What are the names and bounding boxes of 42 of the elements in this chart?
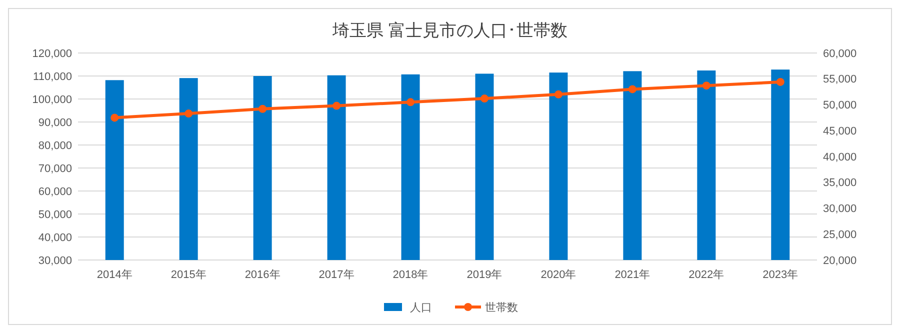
point	[776, 78, 784, 86]
y-tick-label: 50,000	[38, 208, 72, 221]
y-tick-label: 120,000	[32, 48, 72, 60]
x-tick-label: 2022年	[688, 269, 724, 281]
point	[480, 94, 488, 103]
y2-tick-label: 30,000	[823, 203, 857, 216]
y2-tick-label: 55,000	[823, 74, 857, 86]
y2-tick-label: 50,000	[823, 100, 857, 112]
legend-label: 人口	[410, 302, 432, 314]
y-tick-label: 30,000	[38, 254, 72, 267]
x-tick-label: 2015年	[170, 269, 206, 281]
y2-tick-label: 35,000	[823, 177, 857, 190]
x-tick-label: 2018年	[392, 269, 428, 281]
y-tick-label: 40,000	[38, 232, 72, 244]
y-tick-label: 100,000	[32, 94, 72, 106]
x-tick-label: 2016年	[244, 269, 280, 281]
point	[628, 85, 636, 94]
point	[702, 82, 710, 90]
y2-tick-label: 40,000	[823, 151, 857, 164]
x-tick-label: 2020年	[540, 269, 576, 281]
x-tick-label: 2021年	[614, 269, 650, 281]
point	[110, 114, 119, 122]
y2-tick-label: 45,000	[823, 125, 857, 138]
y-tick-label: 80,000	[38, 140, 72, 152]
y-tick-label: 70,000	[38, 162, 72, 175]
x-tick-label: 2017年	[318, 269, 354, 281]
y-tick-label: 90,000	[38, 116, 72, 129]
x-tick-label: 2019年	[466, 269, 502, 281]
point	[258, 104, 267, 113]
point	[406, 98, 415, 106]
y-tick-label: 60,000	[38, 186, 72, 198]
y2-tick-label: 60,000	[823, 48, 857, 60]
y2-tick-label: 20,000	[823, 254, 857, 267]
y2-tick-label: 25,000	[823, 228, 857, 241]
chart-title: 埼玉県 富士見市の人口･世帯数	[332, 21, 568, 40]
x-tick-label: 2014年	[96, 269, 132, 281]
point	[554, 90, 562, 98]
y-tick-label: 110,000	[33, 70, 72, 83]
point	[184, 110, 193, 118]
legend-label: 世帯数	[485, 300, 518, 314]
point	[332, 102, 341, 110]
x-tick-label: 2023年	[762, 269, 798, 281]
